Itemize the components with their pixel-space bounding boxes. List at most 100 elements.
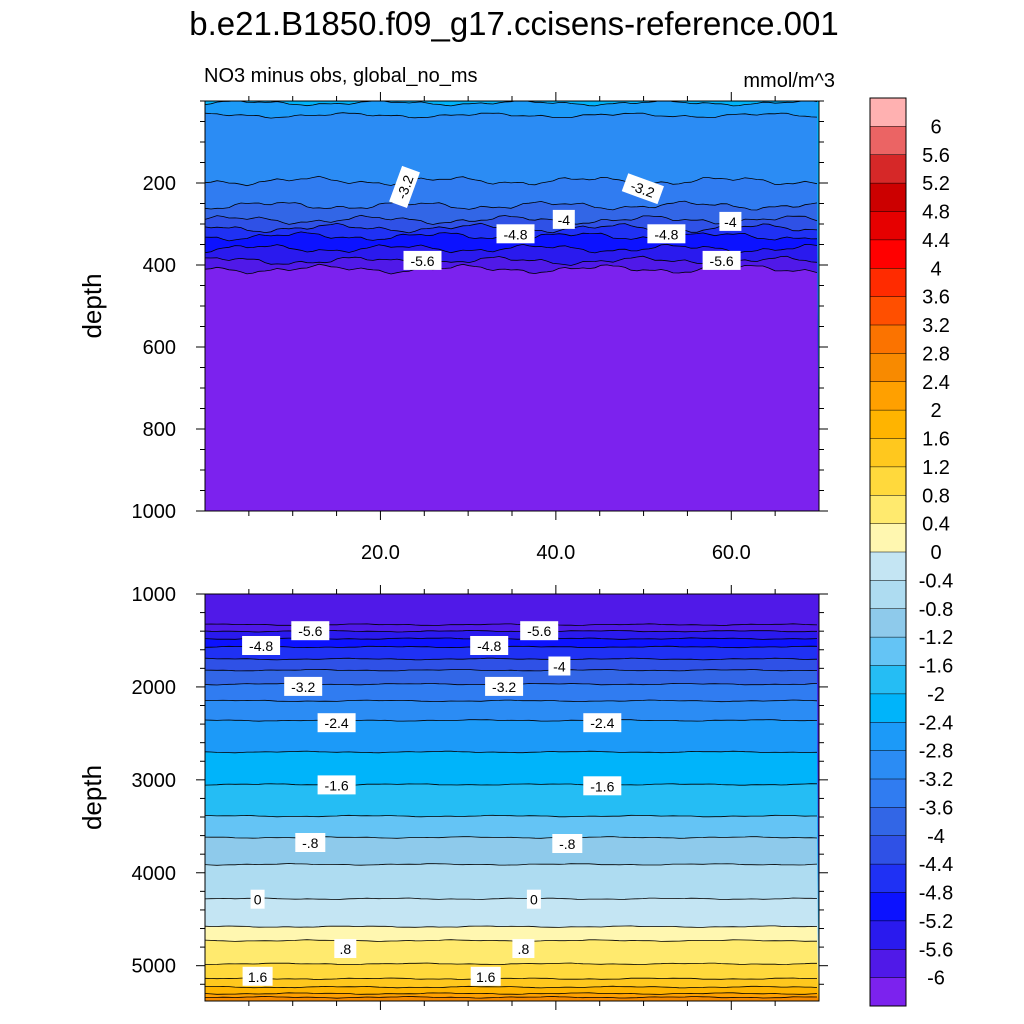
contour-label-text: -5.6	[527, 623, 551, 639]
contour-label-box	[317, 775, 356, 795]
contour-label: -5.6	[520, 621, 559, 641]
colorbar-label: -2.8	[919, 741, 953, 763]
contour-field	[205, 101, 819, 511]
contour-label-text: 0	[254, 892, 262, 908]
contour-label-box	[295, 833, 326, 852]
colorbar-swatch	[870, 495, 906, 524]
colorbar-swatch	[870, 665, 906, 695]
colorbar-label: 1.2	[922, 457, 950, 479]
contour-line	[205, 814, 817, 818]
colorbar-label: -3.2	[919, 769, 953, 791]
contour-label-box	[552, 834, 583, 853]
contour-label: -4.8	[647, 224, 686, 244]
contour-label-box	[242, 636, 281, 655]
contour-line	[205, 200, 818, 211]
contour-line	[205, 243, 818, 254]
colorbar-label: -1.6	[919, 656, 953, 678]
colorbar-label: 1.6	[922, 429, 950, 451]
contour-label-text: -4.8	[477, 638, 501, 654]
contour-label: -4.8	[242, 636, 281, 655]
contour-label: -3.2	[485, 676, 524, 696]
contour-line	[205, 214, 818, 225]
contour-label-text: -3.2	[393, 173, 416, 201]
colorbar-label: 0	[930, 542, 941, 564]
contour-label: -.8	[552, 834, 583, 853]
contour-label: -3.2	[284, 676, 323, 696]
contour-label: -3.2	[389, 165, 420, 209]
contour-line	[205, 699, 818, 703]
colorbar-label: -5.2	[919, 911, 953, 933]
colorbar-label: 5.2	[922, 173, 950, 195]
contour-label-box	[470, 966, 501, 986]
contour-label-text: -.8	[559, 836, 576, 852]
contour-label-box	[242, 966, 273, 986]
contour-label: -1.6	[583, 776, 622, 796]
contour-label: -3.2	[621, 173, 664, 205]
colorbar-label: 2.4	[922, 372, 950, 394]
contour-line	[205, 925, 818, 928]
contour-label-text: -5.6	[710, 253, 734, 269]
colorbar-label: 0.4	[922, 514, 950, 536]
y-tick-label: 4000	[132, 863, 177, 885]
colorbar-swatch	[870, 580, 906, 610]
contour-line	[205, 985, 818, 989]
contour-label: -2.4	[583, 713, 622, 733]
contour-label-box	[291, 621, 330, 641]
contour-label-box	[512, 939, 535, 958]
contour-line	[205, 897, 818, 901]
colorbar-swatch	[870, 892, 906, 922]
contour-label: 1.6	[470, 966, 501, 986]
colorbar-swatch	[870, 523, 906, 553]
contour-label-box	[470, 636, 509, 655]
contour-line	[205, 977, 817, 980]
y-tick-label: 1000	[132, 501, 177, 523]
y-tick-label: 200	[143, 173, 176, 195]
contour-label-text: -3.2	[629, 178, 657, 201]
colorbar-swatch	[870, 466, 906, 496]
contour-line	[205, 995, 818, 999]
colorbar-label: 3.2	[922, 315, 950, 337]
colorbar-swatch	[870, 637, 906, 666]
colorbar-label: -0.4	[919, 570, 953, 592]
colorbar-swatch	[870, 693, 906, 723]
colorbar-swatch	[870, 779, 906, 808]
contour-line	[205, 669, 818, 672]
y-tick-label: 5000	[132, 956, 177, 978]
contour-label: -1.6	[317, 775, 356, 795]
contour-label-text: -4	[724, 214, 737, 230]
y-axis-label: depth	[77, 765, 107, 830]
contour-label-box	[403, 250, 442, 270]
colorbar-swatch	[870, 977, 906, 1007]
contour-label-text: -1.6	[590, 778, 614, 794]
upper-panel: -3.2 -3.2 -4 -4 -4.8 -4.8 -5.6 -5.6 20.0 40.0 60.0…	[77, 92, 828, 564]
figure-title: b.e21.B1850.f09_g17.ccisens-reference.00…	[189, 5, 838, 42]
colorbar-swatch	[870, 920, 906, 950]
colorbar-swatch	[870, 608, 906, 638]
contour-label: 0	[526, 889, 541, 909]
colorbar-label: -4.4	[919, 854, 953, 876]
colorbar: 6 5.6 5.2 4.8 4.4 4 3.6 3.2 2.8 2.4 2 1.6 1.2 0.8 0.4 0…	[869, 97, 953, 1007]
contour-label-text: .8	[339, 941, 351, 957]
colorbar-label: -3.6	[919, 797, 953, 819]
colorbar-swatch	[870, 325, 906, 354]
colorbar-label: -5.6	[919, 939, 953, 961]
contour-label: .8	[334, 939, 357, 958]
subtitle-units: mmol/m^3	[743, 70, 835, 92]
colorbar-label: -2	[927, 684, 945, 706]
colorbar-label: -4	[927, 826, 945, 848]
colorbar-swatch	[870, 154, 906, 184]
contour-line	[205, 962, 817, 966]
colorbar-swatch	[870, 949, 906, 978]
colorbar-swatch	[870, 722, 906, 751]
y-tick-label: 1000	[132, 584, 177, 606]
colorbar-label: 5.6	[922, 145, 950, 167]
colorbar-label: 4.4	[922, 230, 950, 252]
contour-label-box	[496, 224, 535, 244]
colorbar-swatch	[870, 750, 906, 780]
contour-label-text: -5.6	[298, 623, 322, 639]
colorbar-swatch	[870, 864, 906, 893]
colorbar-label: 4.8	[922, 202, 950, 224]
contour-label: -2.4	[317, 713, 356, 733]
contour-label-text: -3.2	[291, 679, 315, 695]
colorbar-label: 3.6	[922, 287, 950, 309]
